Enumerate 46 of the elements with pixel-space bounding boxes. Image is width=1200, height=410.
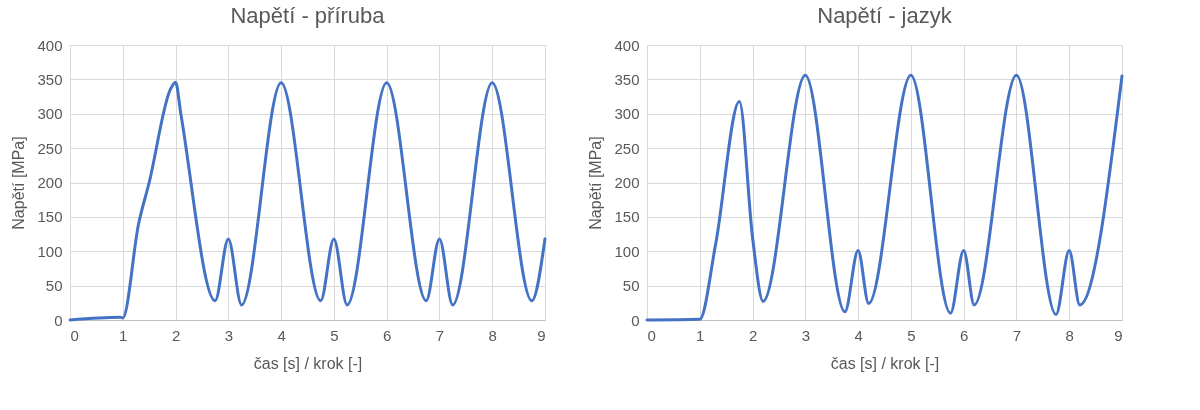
y-tick-label: 0 — [631, 311, 640, 329]
y-tick-label: 100 — [37, 242, 63, 260]
y-tick-label: 50 — [622, 277, 640, 295]
x-tick-label: 4 — [277, 326, 286, 344]
x-tick-label: 5 — [330, 326, 339, 344]
y-tick-label: 150 — [37, 208, 63, 226]
x-tick-label: 3 — [224, 326, 234, 344]
y-axis-title: Napětí [MPa] — [587, 136, 605, 230]
y-tick-label: 350 — [614, 70, 640, 88]
x-tick-label: 6 — [959, 326, 969, 344]
x-tick-label: 2 — [171, 326, 181, 344]
y-tick-label: 0 — [54, 311, 63, 329]
y-tick-label: 300 — [614, 105, 640, 123]
line-series — [645, 73, 1124, 322]
y-tick-label: 350 — [37, 70, 63, 88]
y-tick-label: 200 — [37, 174, 63, 191]
x-tick-label: 7 — [1012, 326, 1022, 344]
x-tick-label: 1 — [119, 326, 128, 344]
chart-title: Napětí - jazyk — [817, 3, 953, 28]
y-tick-label: 50 — [45, 277, 63, 295]
y-tick-label: 250 — [614, 139, 640, 157]
x-tick-label: 7 — [435, 326, 445, 344]
y-tick-label: 150 — [614, 208, 640, 226]
y-tick-label: 250 — [37, 139, 63, 157]
x-tick-label: 8 — [488, 326, 497, 344]
x-tick-label: 2 — [748, 326, 758, 344]
y-tick-label: 400 — [614, 36, 640, 54]
x-tick-label: 0 — [647, 326, 656, 344]
x-tick-label: 9 — [537, 326, 546, 344]
y-tick-label: 300 — [37, 105, 63, 123]
x-tick-label: 0 — [70, 326, 79, 344]
x-tick-label: 5 — [907, 326, 916, 344]
y-tick-label: 200 — [614, 174, 640, 191]
x-axis-title: čas [s] / krok [-] — [830, 354, 940, 372]
chart-title: Napětí - příruba — [230, 3, 386, 28]
x-tick-label: 8 — [1065, 326, 1074, 344]
y-tick-label: 100 — [614, 242, 640, 260]
x-tick-label: 1 — [696, 326, 705, 344]
x-tick-label: 3 — [801, 326, 811, 344]
y-tick-label: 400 — [37, 36, 63, 54]
line-series — [68, 80, 547, 322]
x-tick-label: 4 — [854, 326, 863, 344]
x-axis-title: čas [s] / krok [-] — [253, 354, 363, 372]
y-axis-title: Napětí [MPa] — [10, 136, 28, 230]
x-tick-label: 9 — [1114, 326, 1123, 344]
x-tick-label: 6 — [382, 326, 392, 344]
